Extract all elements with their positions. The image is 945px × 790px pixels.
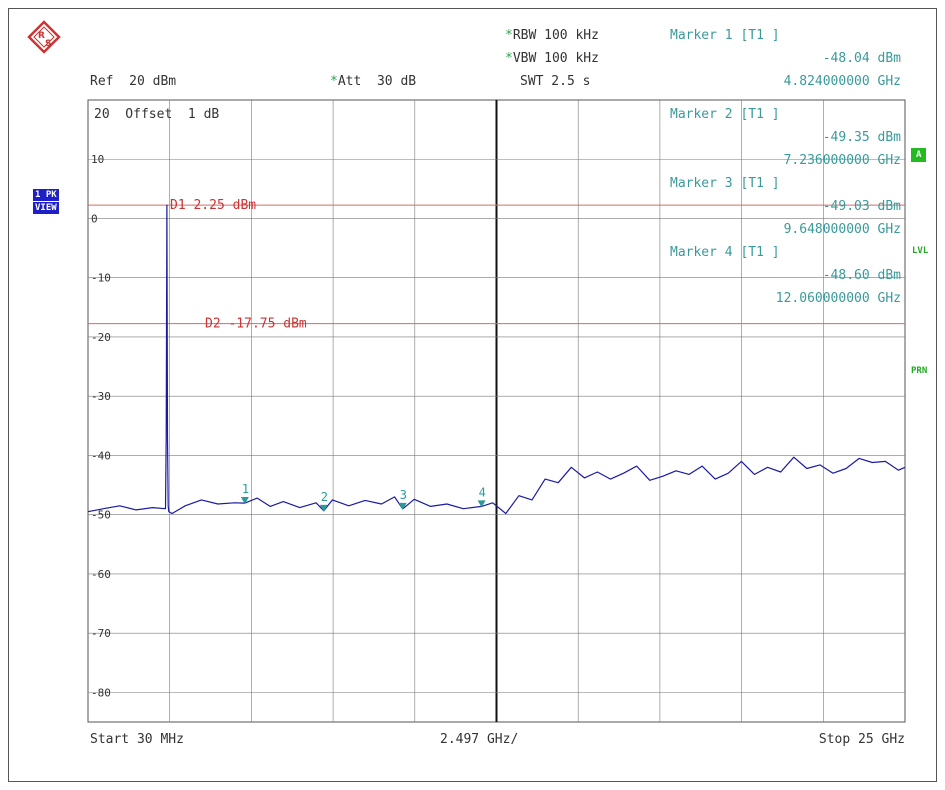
rohde-schwarz-logo: R S	[27, 20, 61, 54]
vbw-label: *VBW 100 kHz	[505, 51, 599, 66]
marker4-title: Marker 4 [T1 ]	[670, 245, 780, 260]
svg-text:S: S	[45, 39, 51, 49]
marker1-title: Marker 1 [T1 ]	[670, 28, 780, 43]
attenuation-value: Att 30 dB	[337, 74, 417, 89]
offset-label: 20 Offset 1 dB	[94, 107, 220, 122]
start-frequency-label: Start 30 MHz	[90, 732, 184, 747]
y-tick-label: -20	[91, 331, 111, 344]
span-per-div-label: 2.497 GHz/	[440, 732, 519, 747]
y-tick-label: -70	[91, 627, 111, 640]
lvl-indicator: LVL	[912, 246, 929, 256]
y-tick-label: -80	[91, 686, 111, 699]
y-tick-label: -60	[91, 568, 111, 581]
marker-2-symbol	[319, 504, 328, 512]
marker2-frequency: 7.236000000 GHz	[783, 153, 901, 168]
ref-level-label: Ref 20 dBm	[90, 74, 177, 89]
display-line-label-1: D1 2.25 dBm	[170, 198, 256, 213]
prn-indicator: PRN	[911, 366, 928, 376]
svg-text:R: R	[38, 31, 45, 41]
y-tick-label: -30	[91, 390, 111, 403]
marker-3-label: 3	[400, 488, 407, 502]
analyzer-display	[8, 8, 937, 782]
marker1-level: -48.04 dBm	[822, 51, 901, 66]
marker-1-label: 1	[242, 482, 249, 496]
rbw-value: RBW 100 kHz	[512, 28, 599, 43]
vbw-value: VBW 100 kHz	[512, 51, 599, 66]
display-line-label-2: D2 -17.75 dBm	[205, 317, 307, 332]
y-tick-label: 0	[91, 212, 98, 225]
marker1-frequency: 4.824000000 GHz	[783, 74, 901, 89]
marker3-frequency: 9.648000000 GHz	[783, 222, 901, 237]
marker2-title: Marker 2 [T1 ]	[670, 107, 780, 122]
marker4-level: -48.60 dBm	[822, 268, 901, 283]
marker2-level: -49.35 dBm	[822, 130, 901, 145]
trace-a-indicator: A	[911, 148, 927, 162]
marker-4-label: 4	[479, 485, 486, 499]
attenuation-label: *Att 30 dB	[330, 74, 417, 89]
y-tick-label: -10	[91, 272, 111, 285]
marker4-frequency: 12.060000000 GHz	[775, 291, 901, 306]
y-tick-label: -50	[91, 509, 111, 522]
marker3-title: Marker 3 [T1 ]	[670, 176, 780, 191]
trace-view-badge: VIEW	[33, 202, 59, 214]
marker-4-symbol	[477, 500, 486, 508]
marker-2-label: 2	[321, 490, 328, 504]
rbw-label: *RBW 100 kHz	[505, 28, 599, 43]
stop-frequency-label: Stop 25 GHz	[818, 732, 905, 747]
y-tick-label: 10	[91, 153, 104, 166]
trace-pk-badge: 1 PK	[33, 189, 59, 201]
marker3-level: -49.03 dBm	[822, 199, 901, 214]
marker-1-symbol	[240, 497, 249, 505]
y-tick-label: -40	[91, 449, 111, 462]
sweep-time-label: SWT 2.5 s	[520, 74, 591, 89]
marker-3-symbol	[398, 502, 407, 510]
